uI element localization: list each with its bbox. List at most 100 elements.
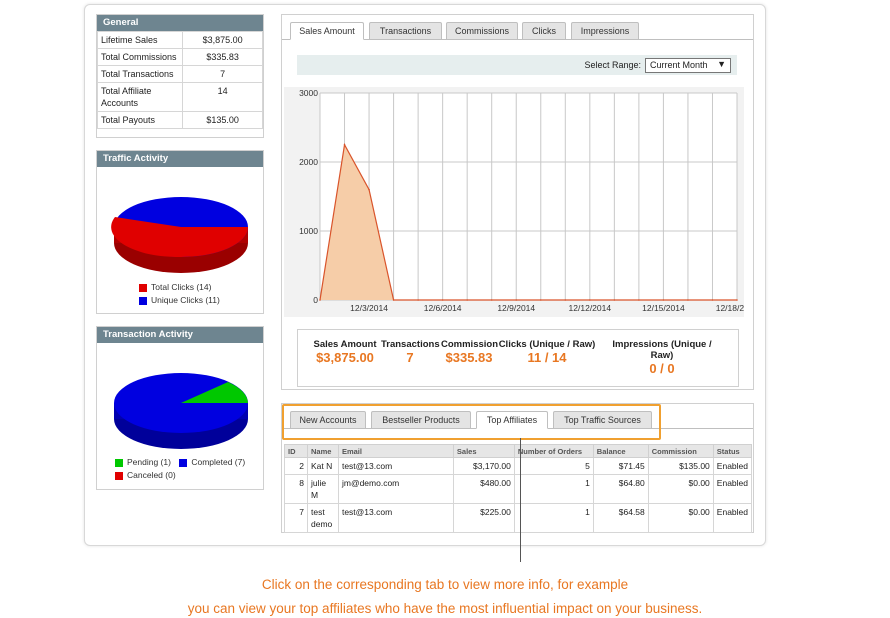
- transaction-slice-pending: [181, 382, 248, 403]
- cell-id: 2: [284, 457, 308, 475]
- general-label: Lifetime Sales: [96, 31, 184, 49]
- sales-series-line: [319, 142, 737, 301]
- cell-email: test@13.com: [337, 457, 454, 475]
- x-tick-label: 12/3/2014: [350, 303, 388, 313]
- data-point: [319, 299, 321, 301]
- general-value: $335.83: [182, 48, 263, 66]
- tab-clicks[interactable]: Clicks: [522, 22, 566, 40]
- transaction-legend: Pending (1) Completed (7) Canceled (0): [115, 457, 245, 480]
- stat-value: 0 / 0: [649, 361, 675, 376]
- cell-id: 8: [284, 474, 308, 504]
- general-row: Total Payouts $135.00: [96, 111, 263, 129]
- stat-value: $335.83: [445, 350, 493, 365]
- chart-panel: Sales Amount Transactions Commissions Cl…: [281, 14, 754, 390]
- range-select-value: Current Month: [650, 60, 708, 70]
- data-point: [490, 299, 493, 301]
- column-header[interactable]: Number of Orders: [513, 444, 594, 458]
- data-point: [368, 188, 370, 191]
- stat-label: Impressions (Unique / Raw): [612, 339, 712, 361]
- column-header[interactable]: Status: [712, 444, 753, 458]
- cell-orders: 1: [513, 503, 594, 533]
- red-swatch-icon: [115, 471, 123, 480]
- table-header-row: ID Name Email Sales Number of Orders Bal…: [284, 444, 753, 458]
- column-header[interactable]: ID: [284, 444, 308, 458]
- cell-commission: $0.00: [647, 503, 714, 533]
- tab-impressions[interactable]: Impressions: [571, 22, 639, 40]
- cell-commission: $0.00: [647, 474, 714, 504]
- blue-swatch-icon: [139, 296, 147, 305]
- stat-transactions: Transactions 7: [381, 339, 440, 365]
- cell-balance: $64.58: [592, 503, 649, 533]
- legend-row: Pending (1) Completed (7): [115, 457, 245, 467]
- dropdown-arrow-icon: ▼: [717, 59, 726, 69]
- data-point: [687, 299, 689, 301]
- table-row[interactable]: 7 test demo test@13.com $225.00 1 $64.58…: [284, 503, 753, 533]
- transaction-panel: Transaction Activity Pending (1) Complet…: [96, 326, 264, 490]
- data-point: [515, 299, 518, 301]
- caption-line-1: Click on the corresponding tab to view m…: [261, 577, 629, 592]
- cell-orders: 1: [513, 474, 594, 504]
- column-header[interactable]: Email: [337, 444, 454, 458]
- stat-label: Clicks (Unique / Raw): [498, 339, 596, 350]
- column-header[interactable]: Commission: [647, 444, 714, 458]
- data-point: [736, 299, 738, 301]
- stat-sales: Sales Amount $3,875.00: [310, 339, 380, 365]
- stat-value: $3,875.00: [316, 350, 374, 365]
- general-label: Total Payouts: [96, 111, 184, 129]
- tab-commissions[interactable]: Commissions: [446, 22, 518, 40]
- tab-transactions[interactable]: Transactions: [369, 22, 442, 40]
- cell-orders: 5: [513, 457, 594, 475]
- transaction-pie-chart: [114, 373, 248, 449]
- y-tick-label: 1000: [299, 226, 318, 236]
- tab-bestseller-products[interactable]: Bestseller Products: [371, 411, 471, 429]
- green-swatch-icon: [115, 458, 123, 467]
- x-tick-label: 12/18/2014: [716, 303, 744, 313]
- tab-top-affiliates[interactable]: Top Affiliates: [476, 411, 548, 429]
- data-point: [564, 299, 567, 301]
- cell-email: test@13.com: [337, 503, 454, 533]
- general-value: 14: [182, 82, 263, 112]
- traffic-title: Traffic Activity: [97, 151, 263, 167]
- reports-panel: New Accounts Bestseller Products Top Aff…: [281, 403, 754, 533]
- data-point: [638, 299, 640, 301]
- column-header[interactable]: Balance: [592, 444, 649, 458]
- pointer-line: [520, 438, 521, 562]
- stat-label: Sales Amount: [313, 339, 377, 350]
- transaction-title: Transaction Activity: [97, 327, 263, 343]
- general-panel: General Lifetime Sales $3,875.00 Total Co…: [96, 14, 264, 138]
- range-select[interactable]: Current Month ▼: [645, 58, 731, 73]
- tab-top-traffic-sources[interactable]: Top Traffic Sources: [553, 411, 652, 429]
- general-value: $135.00: [182, 111, 263, 129]
- tab-sales-amount[interactable]: Sales Amount: [290, 22, 364, 40]
- data-point: [441, 299, 444, 301]
- general-value: $3,875.00: [182, 31, 263, 49]
- stat-value: 7: [406, 350, 414, 365]
- data-point: [466, 299, 468, 301]
- cell-status: Enabled: [712, 474, 753, 504]
- legend-label: Completed (7): [191, 457, 246, 467]
- stat-label: Transactions: [381, 339, 440, 350]
- x-tick-label: 12/12/2014: [569, 303, 612, 313]
- cell-name: julie M: [306, 474, 339, 504]
- cell-name: Kat N: [306, 457, 339, 475]
- table-row[interactable]: 2 Kat N test@13.com $3,170.00 5 $71.45 $…: [284, 457, 753, 475]
- range-label: Select Range:: [584, 60, 641, 70]
- general-title: General: [97, 15, 263, 31]
- general-value: 7: [182, 65, 263, 83]
- stat-value: 11 / 14: [527, 350, 567, 365]
- range-bar: Select Range: Current Month ▼: [297, 55, 737, 75]
- stat-clicks: Clicks (Unique / Raw) 11 / 14: [498, 339, 596, 365]
- table-row[interactable]: 8 julie M jm@demo.com $480.00 1 $64.80 $…: [284, 474, 753, 504]
- data-point: [343, 143, 346, 146]
- general-label: Total Transactions: [96, 65, 184, 83]
- red-swatch-icon: [139, 283, 147, 292]
- tab-new-accounts[interactable]: New Accounts: [290, 411, 366, 429]
- cell-status: Enabled: [712, 457, 753, 475]
- stat-label: Commission: [441, 339, 499, 350]
- general-row: Lifetime Sales $3,875.00: [96, 31, 263, 49]
- highlight-box: [282, 404, 661, 440]
- legend-item: Unique Clicks (11): [139, 295, 220, 305]
- column-header[interactable]: Sales: [452, 444, 515, 458]
- column-header[interactable]: Name: [306, 444, 339, 458]
- data-point: [392, 299, 395, 301]
